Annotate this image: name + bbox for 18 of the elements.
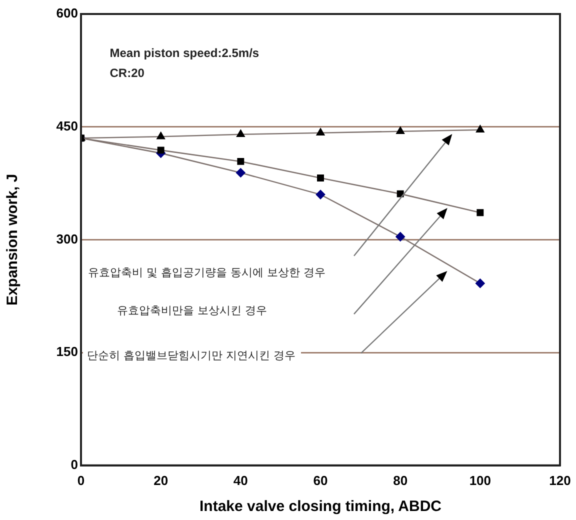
x-tick-label: 80 xyxy=(393,472,408,488)
x-tick-label: 120 xyxy=(549,472,571,488)
annotation: Mean piston speed:2.5m/s xyxy=(110,46,260,60)
y-tick-label: 150 xyxy=(56,344,78,360)
y-tick-label: 600 xyxy=(56,6,78,21)
annotation: CR:20 xyxy=(110,66,144,80)
x-tick-label: 20 xyxy=(154,472,168,488)
annotation: 유효압축비 및 흡입공기량을 동시에 보상한 경우 xyxy=(88,264,326,280)
y-tick-label: 0 xyxy=(70,456,78,472)
x-tick-label: 100 xyxy=(469,472,492,488)
annotation: 단순히 흡입밸브닫힘시기만 지연시킨 경우 xyxy=(82,346,302,365)
y-tick-label: 300 xyxy=(56,231,78,246)
y-axis-title: Expansion work, J xyxy=(4,174,22,306)
annotation: 유효압축비만을 보상시킨 경우 xyxy=(116,302,267,318)
x-tick-label: 60 xyxy=(313,472,328,488)
x-tick-label: 40 xyxy=(233,472,248,488)
y-tick-label: 450 xyxy=(56,118,78,134)
x-axis-title: Intake valve closing timing, ABDC xyxy=(200,498,442,516)
